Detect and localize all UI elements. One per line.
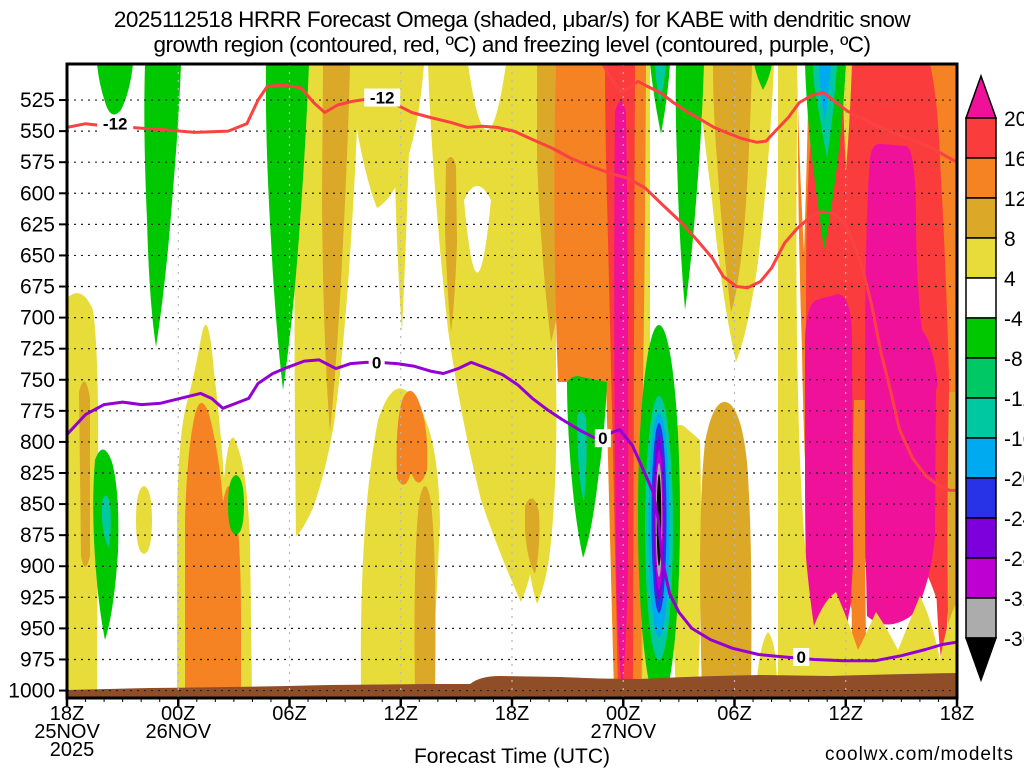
- svg-text:850: 850: [20, 493, 55, 516]
- svg-text:675: 675: [20, 276, 55, 299]
- svg-text:18Z: 18Z: [495, 703, 529, 725]
- svg-text:20: 20: [1004, 108, 1024, 131]
- svg-text:900: 900: [20, 555, 55, 578]
- svg-text:12Z: 12Z: [384, 703, 418, 725]
- svg-text:750: 750: [20, 369, 55, 392]
- svg-text:975: 975: [20, 648, 55, 671]
- svg-text:-4: -4: [1004, 308, 1023, 331]
- svg-text:16: 16: [1004, 148, 1024, 171]
- svg-text:-16: -16: [1004, 428, 1024, 451]
- svg-text:18Z: 18Z: [940, 703, 974, 725]
- svg-text:12Z: 12Z: [829, 703, 863, 725]
- svg-text:06Z: 06Z: [272, 703, 306, 725]
- svg-text:525: 525: [20, 89, 55, 112]
- svg-text:-8: -8: [1004, 348, 1023, 371]
- vertical-gridlines: [177, 64, 847, 698]
- svg-text:925: 925: [20, 586, 55, 609]
- svg-text:550: 550: [20, 120, 55, 143]
- colorbar-omega-scale: 20 16 12 8 4 -4 -8 -12 -16 -20 -24 -28 -32 -36: [964, 73, 1024, 683]
- svg-text:-12: -12: [370, 89, 395, 108]
- horizontal-gridlines: [67, 99, 957, 692]
- watermark: coolwx.com/modelts: [825, 744, 1014, 765]
- svg-text:725: 725: [20, 338, 55, 361]
- svg-text:06Z: 06Z: [717, 703, 751, 725]
- svg-text:0: 0: [372, 353, 381, 372]
- svg-text:2025: 2025: [50, 739, 95, 761]
- svg-text:825: 825: [20, 462, 55, 485]
- svg-text:8: 8: [1004, 228, 1016, 251]
- contour-labels: -12 -12 0 0 0: [97, 88, 810, 667]
- terrain-surface: [67, 673, 957, 697]
- svg-text:00Z: 00Z: [161, 703, 195, 725]
- chart-title-line2: growth region (contoured, red, ºC) and f…: [153, 32, 870, 57]
- svg-text:27NOV: 27NOV: [590, 721, 656, 743]
- svg-text:700: 700: [20, 307, 55, 330]
- svg-text:-20: -20: [1004, 468, 1024, 491]
- svg-text:650: 650: [20, 244, 55, 267]
- plot-frame: [65, 62, 959, 700]
- svg-text:800: 800: [20, 431, 55, 454]
- svg-text:0: 0: [797, 648, 806, 667]
- svg-text:-32: -32: [1004, 588, 1024, 611]
- svg-text:-12: -12: [103, 115, 128, 134]
- x-axis-title: Forecast Time (UTC): [414, 745, 610, 768]
- svg-text:600: 600: [20, 182, 55, 205]
- svg-text:625: 625: [20, 213, 55, 236]
- svg-text:775: 775: [20, 400, 55, 423]
- svg-text:12: 12: [1004, 188, 1024, 211]
- svg-text:950: 950: [20, 617, 55, 640]
- svg-text:0: 0: [598, 429, 607, 448]
- svg-text:575: 575: [20, 151, 55, 174]
- svg-text:-24: -24: [1004, 508, 1024, 531]
- svg-text:26NOV: 26NOV: [145, 721, 211, 743]
- chart-title-line1: 2025112518 HRRR Forecast Omega (shaded, …: [114, 7, 911, 32]
- svg-text:00Z: 00Z: [606, 703, 640, 725]
- svg-text:-28: -28: [1004, 548, 1024, 571]
- svg-text:-36: -36: [1004, 628, 1024, 651]
- svg-text:25NOV: 25NOV: [34, 721, 100, 743]
- svg-text:1000: 1000: [8, 680, 55, 703]
- svg-text:875: 875: [20, 524, 55, 547]
- svg-text:-12: -12: [1004, 388, 1024, 411]
- contour-lines: [67, 64, 957, 663]
- svg-text:4: 4: [1004, 268, 1016, 291]
- svg-text:18Z: 18Z: [50, 703, 84, 725]
- y-axis-pressure: 525 550 575 600 625 650 675 700 725 750 775 800 825 8…: [8, 89, 67, 703]
